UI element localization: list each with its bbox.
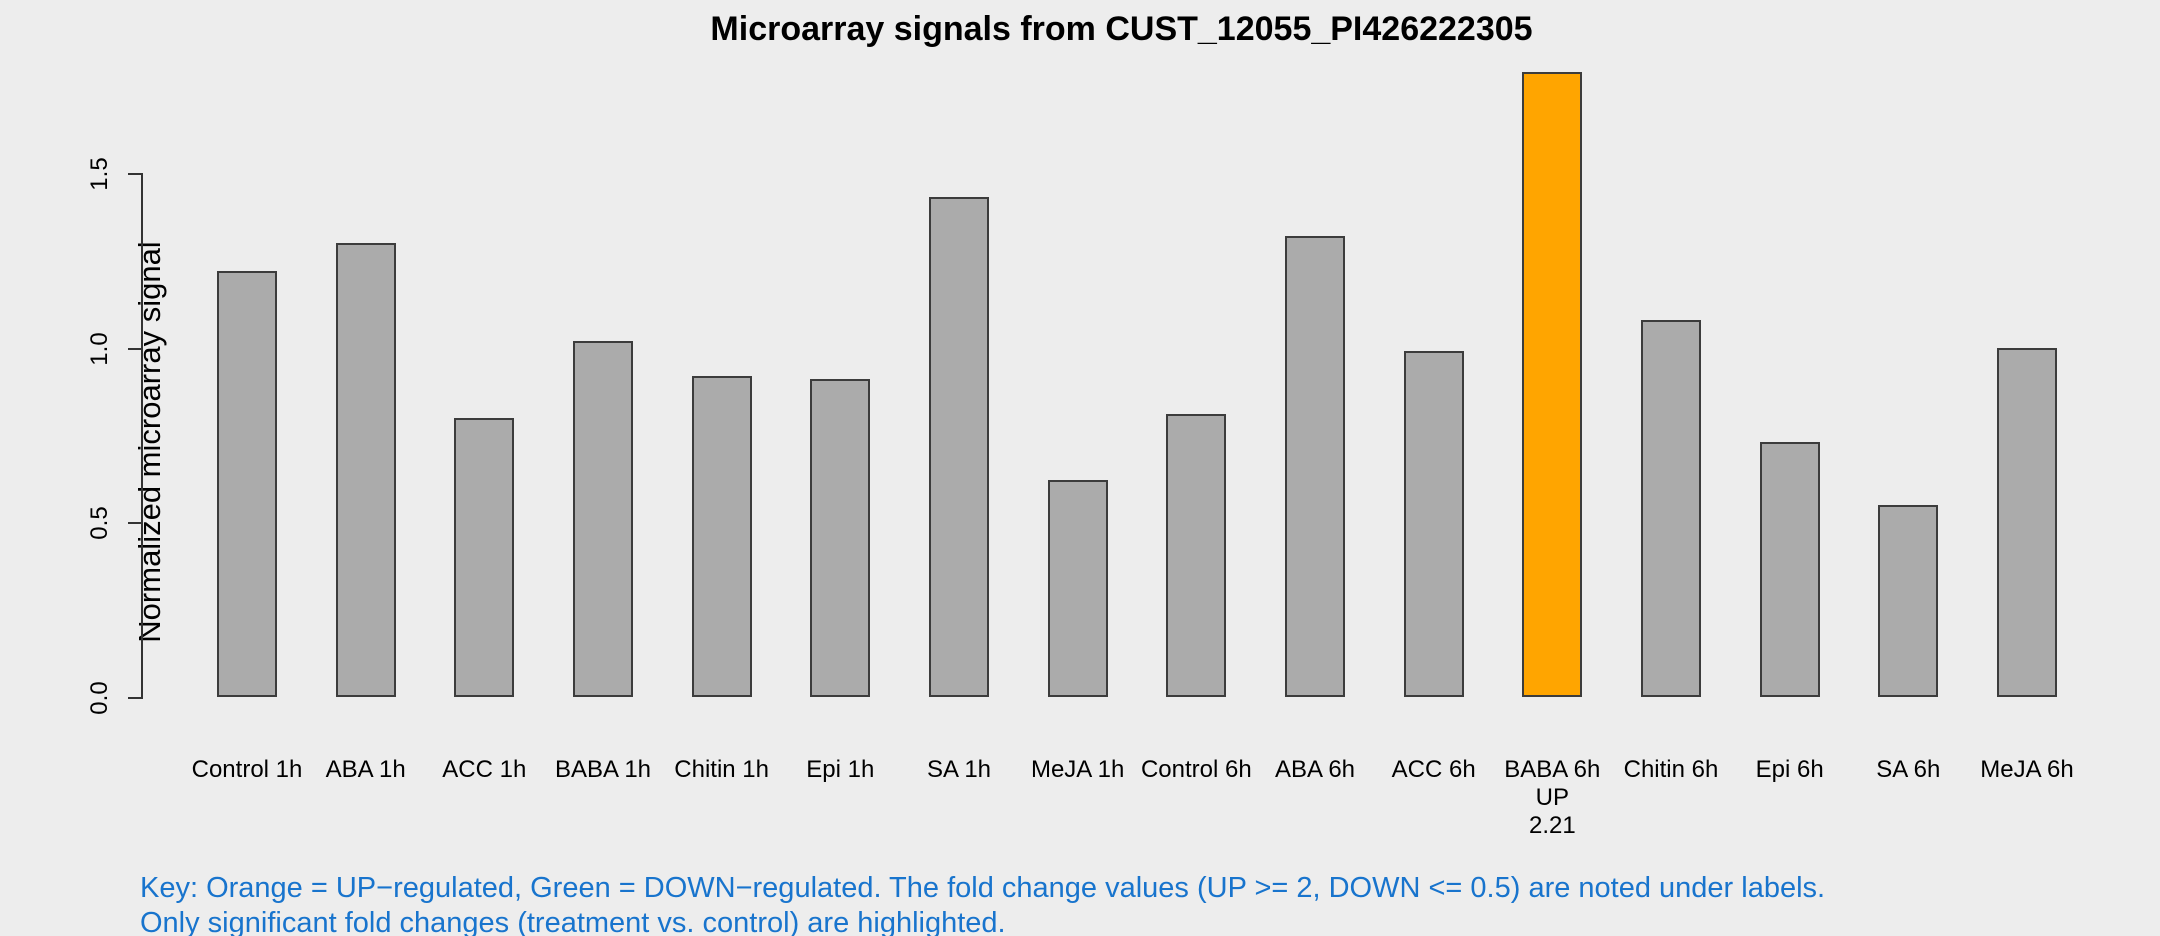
x-axis-label-text: ABA 6h bbox=[1274, 756, 1356, 783]
x-axis-label: Epi 6h bbox=[1710, 756, 1870, 784]
x-axis-label-text: Chitin 1h bbox=[674, 756, 770, 783]
key-text-line-1: Key: Orange = UP−regulated, Green = DOWN… bbox=[140, 872, 1826, 904]
x-axis-label-text: SA 6h bbox=[1876, 756, 1941, 783]
bar-Control 6h bbox=[1166, 414, 1227, 697]
y-axis-tick bbox=[128, 347, 141, 350]
x-axis-label: ABA 6h bbox=[1235, 756, 1395, 784]
x-axis-label: Epi 1h bbox=[760, 756, 920, 784]
bar-SA 6h bbox=[1878, 504, 1939, 697]
x-axis-label-text: ABA 1h bbox=[325, 756, 406, 783]
x-axis-label-text: Epi 1h bbox=[806, 756, 875, 783]
x-axis-label: SA 6h bbox=[1828, 756, 1988, 784]
x-axis-label: Chitin 6h bbox=[1591, 756, 1751, 784]
bar-SA 1h bbox=[929, 197, 989, 697]
x-axis-label: ACC 6h bbox=[1354, 756, 1514, 784]
bar-BABA 1h bbox=[573, 340, 633, 697]
x-axis-label: SA 1h bbox=[879, 756, 1039, 784]
bar-Chitin 6h bbox=[1641, 319, 1701, 697]
bar-Control 1h bbox=[217, 270, 277, 697]
x-axis-label: ACC 1h bbox=[404, 756, 564, 784]
y-axis-tick-label: 0.5 bbox=[86, 506, 113, 541]
x-axis-label-text: Control 1h bbox=[191, 756, 303, 783]
regulation-note: UP bbox=[1535, 784, 1569, 811]
bar-MeJA 6h bbox=[1997, 347, 2057, 697]
bar-Epi 6h bbox=[1759, 441, 1820, 697]
x-axis-label-text: BABA 6h bbox=[1504, 756, 1601, 783]
y-axis-tick bbox=[128, 522, 141, 525]
x-axis-label: ABA 1h bbox=[286, 756, 446, 784]
x-axis-label-text: ACC 1h bbox=[442, 756, 527, 783]
x-axis-label-text: MeJA 1h bbox=[1030, 756, 1125, 783]
x-axis-label-text: MeJA 6h bbox=[1980, 756, 2074, 783]
x-axis-label: Control 6h bbox=[1116, 756, 1276, 784]
x-axis-label-text: BABA 1h bbox=[554, 756, 652, 783]
x-axis-label: BABA 1h bbox=[523, 756, 683, 784]
bar-highlighted-BABA 6h bbox=[1522, 71, 1583, 697]
bar-ACC 6h bbox=[1403, 351, 1464, 697]
y-axis-tick bbox=[128, 173, 141, 175]
bar-Epi 1h bbox=[810, 379, 871, 697]
x-axis-label: BABA 6h UP 2.21 bbox=[1472, 756, 1632, 840]
x-axis-label: Control 1h bbox=[167, 756, 327, 784]
y-axis-tick-label: 1.5 bbox=[86, 157, 113, 191]
y-axis-tick-label: 0.0 bbox=[86, 681, 113, 715]
x-axis-label-text: Chitin 6h bbox=[1623, 756, 1719, 783]
x-axis-label-text: Control 6h bbox=[1140, 756, 1252, 783]
bar-ABA 1h bbox=[335, 242, 396, 697]
x-axis-label-text: ACC 6h bbox=[1391, 756, 1476, 783]
chart-title: Microarray signals from CUST_12055_PI426… bbox=[710, 10, 1533, 48]
fold-change-value: 2.21 bbox=[1528, 812, 1576, 839]
x-axis-label: Chitin 1h bbox=[642, 756, 802, 784]
bar-MeJA 1h bbox=[1047, 480, 1108, 697]
y-axis-tick-label: 1.0 bbox=[86, 331, 113, 366]
y-axis-title: Normalized microarray signal bbox=[132, 241, 167, 643]
bar-ACC 1h bbox=[454, 417, 515, 697]
key-text-line-2: Only significant fold changes (treatment… bbox=[140, 907, 1006, 936]
bar-ABA 6h bbox=[1285, 235, 1345, 697]
y-axis-line bbox=[141, 173, 143, 699]
x-axis-label: MeJA 6h bbox=[1947, 756, 2107, 784]
x-axis-label-text: Epi 6h bbox=[1755, 756, 1824, 783]
bar-Chitin 1h bbox=[691, 375, 752, 697]
x-axis-label: MeJA 1h bbox=[998, 756, 1158, 784]
x-axis-label-text: SA 1h bbox=[926, 756, 992, 783]
y-axis-tick bbox=[128, 697, 141, 699]
